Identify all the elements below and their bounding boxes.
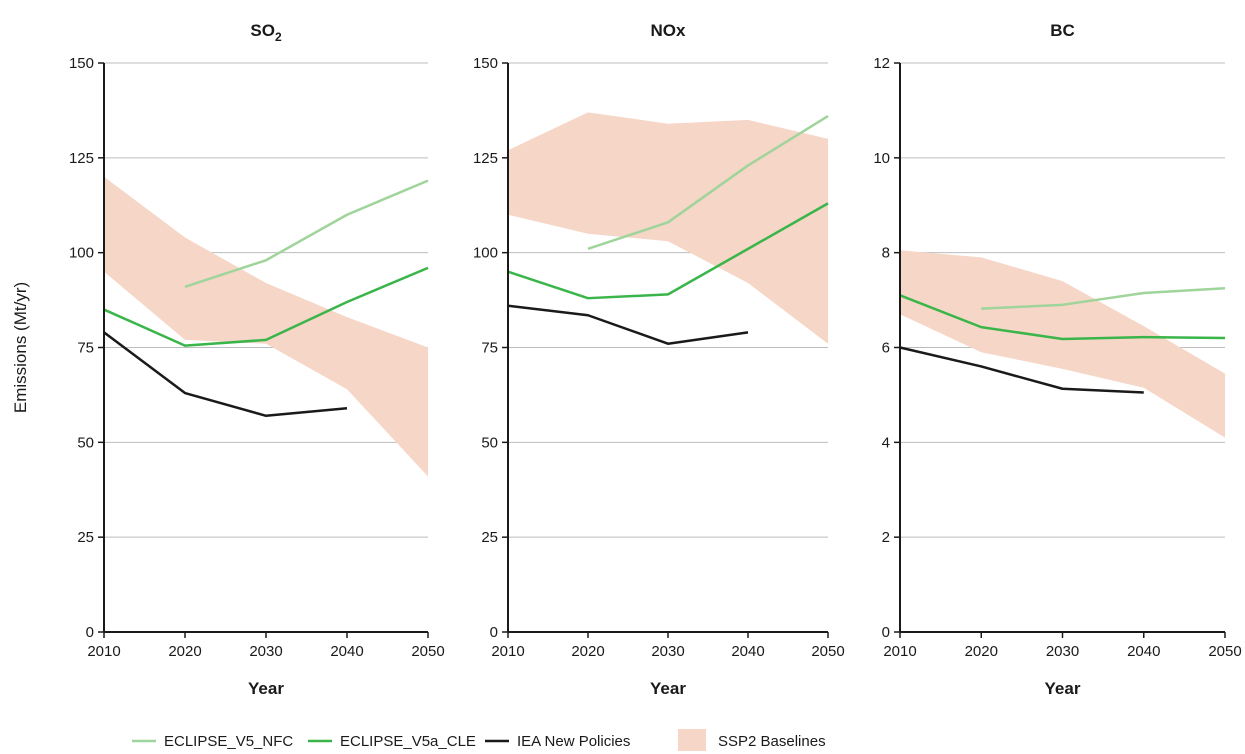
series-line-eclipse-v5-nfc (184, 179, 429, 288)
y-tick-label: 125 (69, 150, 94, 167)
y-tick-label: 2 (882, 529, 890, 546)
y-axis-title: Emissions (Mt/yr) (11, 282, 30, 413)
legend-item: ECLIPSE_V5a_CLE (308, 733, 476, 750)
x-tick-label: 2030 (651, 643, 684, 660)
legend-label: IEA New Policies (517, 733, 630, 750)
panel-title: SO2 (250, 21, 282, 44)
y-tick-label: 25 (77, 529, 94, 546)
y-tick-label: 150 (473, 55, 498, 72)
series-line-eclipse-v5a-cle (899, 294, 1226, 341)
y-tick-label: 75 (77, 340, 94, 357)
y-tick-label: 50 (77, 434, 94, 451)
panel-2: 0 25 50 75 100 125 150 2010 2020 2030 2040 2050 NOx Y… (473, 21, 845, 698)
y-tick-label: 0 (490, 624, 498, 641)
x-tick-label: 2020 (965, 643, 998, 660)
x-tick-label: 2030 (249, 643, 282, 660)
y-tick-label: 8 (882, 245, 890, 262)
series-line-eclipse-v5-nfc (587, 115, 829, 251)
y-tick-label: 6 (882, 340, 890, 357)
panel-title-text: BC (1050, 21, 1075, 40)
series-line-eclipse-v5a-cle (507, 202, 829, 300)
panel-1: 0 25 50 75 100 125 150 2010 2020 2030 2040 2050 SO2 Y… (11, 21, 445, 698)
y-tick-label: 150 (69, 55, 94, 72)
series-line-iea-new-policies (899, 346, 1144, 394)
legend-label: ECLIPSE_V5_NFC (164, 733, 293, 750)
panel-title-text: NOx (651, 21, 687, 40)
y-tick-label: 100 (69, 245, 94, 262)
x-tick-label: 2010 (491, 643, 524, 660)
x-tick-label: 2040 (731, 643, 764, 660)
legend-item: ECLIPSE_V5_NFC (132, 733, 293, 750)
x-axis-title: Year (1045, 679, 1081, 698)
x-tick-label: 2040 (330, 643, 363, 660)
panel-title-subscript: 2 (275, 30, 282, 44)
x-tick-label: 2010 (883, 643, 916, 660)
x-tick-label: 2050 (1208, 643, 1241, 660)
x-axis-title: Year (248, 679, 284, 698)
legend-swatch-band (678, 729, 706, 751)
ssp2-baselines-band (508, 112, 828, 344)
x-tick-label: 2020 (571, 643, 604, 660)
legend-label: SSP2 Baselines (718, 733, 826, 750)
ssp2-baselines-band (104, 176, 428, 477)
series-line-iea-new-policies (103, 331, 348, 418)
ssp2-baselines-band (900, 250, 1225, 438)
series-line-eclipse-v5-nfc (981, 286, 1226, 310)
x-axis-title: Year (650, 679, 686, 698)
y-tick-label: 0 (882, 624, 890, 641)
y-tick-label: 75 (481, 340, 498, 357)
panel-title-text: SO (250, 21, 275, 40)
y-tick-label: 0 (86, 624, 94, 641)
legend: ECLIPSE_V5_NFC ECLIPSE_V5a_CLE IEA New Pol… (132, 729, 826, 751)
x-tick-label: 2020 (168, 643, 201, 660)
x-tick-label: 2030 (1046, 643, 1079, 660)
y-tick-label: 10 (873, 150, 890, 167)
y-tick-label: 125 (473, 150, 498, 167)
panel-title: NOx (651, 21, 687, 40)
legend-item: IEA New Policies (485, 733, 630, 750)
x-tick-label: 2050 (811, 643, 844, 660)
x-tick-label: 2010 (87, 643, 120, 660)
y-tick-label: 12 (873, 55, 890, 72)
y-tick-label: 25 (481, 529, 498, 546)
legend-item: SSP2 Baselines (678, 729, 826, 751)
y-tick-label: 4 (882, 434, 890, 451)
series-line-eclipse-v5a-cle (103, 266, 429, 347)
x-tick-label: 2050 (411, 643, 444, 660)
y-tick-label: 100 (473, 245, 498, 262)
series-line-iea-new-policies (507, 304, 749, 345)
panel-3: 0 2 4 6 8 10 12 2010 2020 2030 2040 2050 BC Year (873, 21, 1241, 698)
x-tick-label: 2040 (1127, 643, 1160, 660)
panel-title: BC (1050, 21, 1075, 40)
y-tick-label: 50 (481, 434, 498, 451)
legend-label: ECLIPSE_V5a_CLE (340, 733, 476, 750)
